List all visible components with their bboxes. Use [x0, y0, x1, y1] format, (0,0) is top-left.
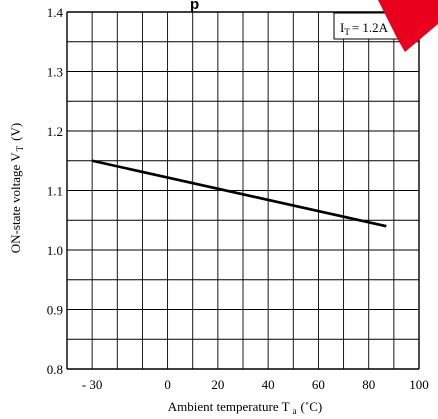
chart-title-fragment: p — [190, 0, 199, 13]
annotation-text: IT = 1.2A — [340, 20, 389, 37]
x-tick-label: 80 — [362, 377, 375, 392]
grid — [66, 11, 420, 370]
y-tick-label: 1.2 — [47, 124, 63, 139]
x-tick-label: 40 — [262, 377, 275, 392]
x-tick-label: 0 — [164, 377, 171, 392]
x-tick-label: 100 — [409, 377, 429, 392]
y-tick-label: 0.8 — [47, 362, 63, 377]
tick-labels: 0.8 0.9 1.0 1.1 1.2 1.3 1.4 - 30 0 20 40 60 80 100 — [47, 5, 429, 392]
y-tick-label: 1.4 — [47, 5, 64, 20]
x-tick-label: 60 — [312, 377, 325, 392]
y-tick-label: 1.1 — [47, 184, 63, 199]
y-tick-label: 1.3 — [47, 65, 63, 80]
y-tick-label: 1.0 — [47, 243, 63, 258]
series-layer — [91, 159, 387, 228]
x-tick-label: - 30 — [82, 377, 103, 392]
red-arrow-mark — [378, 0, 438, 52]
series-line — [91, 159, 387, 228]
y-tick-label: 0.9 — [47, 303, 63, 318]
x-tick-label: 20 — [211, 377, 224, 392]
y-axis-title: ON-state voltage VT(V) — [8, 123, 25, 253]
